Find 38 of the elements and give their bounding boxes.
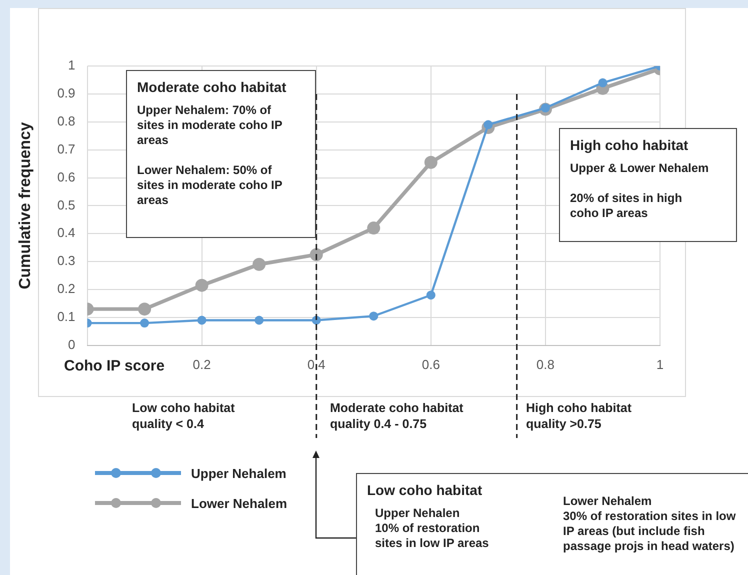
y-tick-label: 0 xyxy=(68,336,76,352)
text-box: Low coho habitat Upper Nehalen 10% of restoration sites in low IP areas Lower Nehalem 30% of restoration sites in low IP areas (but include fish passage projs in head waters) xyxy=(356,473,748,575)
point xyxy=(426,290,436,300)
y-tick-label: 0.2 xyxy=(57,281,76,296)
legend-label: Lower Nehalem xyxy=(191,496,288,510)
point xyxy=(138,302,152,316)
point xyxy=(367,222,380,235)
x-tick-label: 1 xyxy=(656,356,664,372)
point xyxy=(195,278,208,292)
y-tick-label: 0.4 xyxy=(57,225,76,240)
y-tick-label: 0.8 xyxy=(57,113,76,128)
x-tick-label: 0.6 xyxy=(422,356,440,372)
point xyxy=(369,312,378,321)
point xyxy=(310,248,323,262)
text-box: Moderate coho habitat Upper Nehalem: 70% of sites in moderate coho IP areas Lower Nehalem: 50% of sites in moderate coho IP areas xyxy=(126,70,316,238)
text-box: High coho habitat Upper & Lower Nehalem 20% of sites in high coho IP areas xyxy=(559,128,737,242)
y-tick-label: 0.7 xyxy=(57,141,76,156)
x-tick-label: 0.4 xyxy=(307,356,326,372)
point xyxy=(424,156,438,169)
x-axis-title: Coho IP score xyxy=(64,358,165,375)
legend-label: Upper Nehalem xyxy=(191,466,286,480)
point xyxy=(140,318,150,328)
y-tick-label: 0.5 xyxy=(57,197,76,212)
point xyxy=(254,316,264,325)
point xyxy=(598,78,608,88)
y-tick-label: 0.6 xyxy=(57,169,76,184)
x-tick-label: 0.8 xyxy=(536,356,554,372)
text: Moderate coho habitat quality 0.4 - 0.75 xyxy=(330,400,464,432)
y-tick-label: 0.9 xyxy=(57,86,76,101)
point xyxy=(252,258,266,271)
x-tick-label: 0.2 xyxy=(192,356,211,372)
y-tick-label: 0.3 xyxy=(57,253,76,268)
text: High coho habitat quality >0.75 xyxy=(526,400,633,432)
y-axis-title: Cumulative frequency xyxy=(17,122,34,290)
y-tick-label: 0.1 xyxy=(57,309,76,324)
point xyxy=(197,316,206,325)
y-tick-label: 1 xyxy=(68,58,76,73)
text: Low coho habitat quality < 0.4 xyxy=(132,400,236,432)
